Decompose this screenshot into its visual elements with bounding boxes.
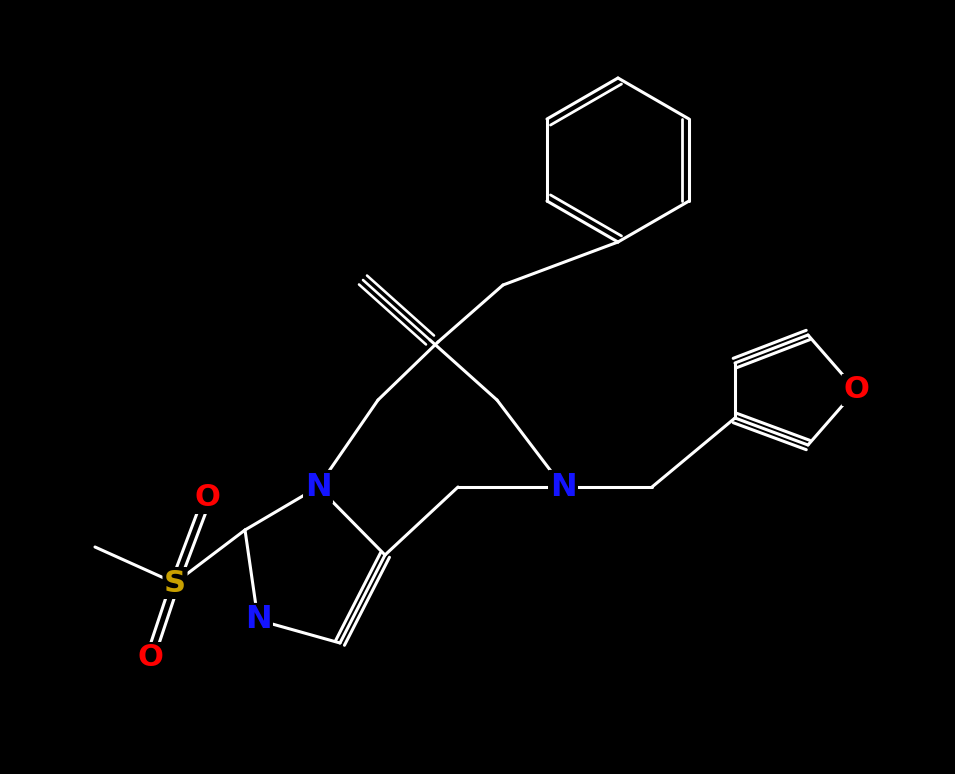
Text: S: S xyxy=(164,568,186,598)
Text: N: N xyxy=(305,471,331,502)
Text: N: N xyxy=(550,471,577,502)
Text: O: O xyxy=(138,643,163,673)
Text: O: O xyxy=(194,484,220,512)
Text: N: N xyxy=(244,604,271,635)
Text: O: O xyxy=(843,375,869,405)
